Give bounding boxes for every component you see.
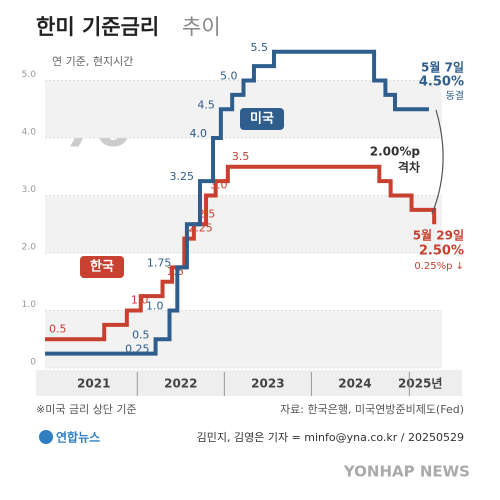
legend-label: 미국 <box>250 111 274 127</box>
y-tick-label: 2.0 <box>22 243 37 253</box>
value-label: 0.25 <box>125 343 150 356</box>
value-label: 0.5 <box>49 322 67 335</box>
value-label: 3.5 <box>232 150 250 163</box>
note: 연 기준, 현지시간 <box>52 55 133 68</box>
annotation: 2.50% <box>419 244 464 259</box>
grid-band <box>45 195 442 253</box>
x-tick-label: 2021 <box>77 377 110 391</box>
chart-title: 한미 기준금리 <box>36 15 159 39</box>
annotation: 5월 7일 <box>421 60 464 75</box>
logo-mark <box>39 430 53 444</box>
x-tick-label: 2022 <box>164 377 197 391</box>
value-label: 0.5 <box>132 328 150 341</box>
series-line <box>45 49 429 356</box>
x-tick-label: 2023 <box>251 377 284 391</box>
annotation: 0.25%p ↓ <box>414 261 464 272</box>
y-tick-label: 4.0 <box>22 128 37 138</box>
gap-bracket <box>431 109 444 215</box>
y-tick-label: 3.0 <box>22 185 37 195</box>
legend-box <box>80 256 124 278</box>
value-label: 1.0 <box>131 294 149 307</box>
annotation: 4.50% <box>419 75 464 90</box>
annotation: 동결 <box>446 90 464 102</box>
chart-title-suffix: 추이 <box>182 15 221 39</box>
value-label: 5.5 <box>250 41 268 54</box>
x-axis-band <box>36 370 462 396</box>
source: 자료: 한국은행, 미국연방준비제도(Fed) <box>280 403 464 416</box>
annotation: 5월 29일 <box>413 228 464 243</box>
footnote: ※미국 금리 상단 기준 <box>36 403 137 416</box>
value-label: 4.0 <box>190 127 208 140</box>
value-label: 4.5 <box>197 98 215 111</box>
value-label: 1.75 <box>147 256 172 269</box>
grid-band <box>45 310 442 368</box>
annotation: 2.00%p <box>370 145 421 159</box>
legend-label: 한국 <box>90 259 114 275</box>
credit: 김민지, 김영은 기자 = minfo@yna.co.kr / 20250529 <box>197 431 464 444</box>
y-tick-label: 0 <box>30 358 36 368</box>
value-label: 3.25 <box>169 170 194 183</box>
annotation: 격차 <box>398 160 420 175</box>
y-tick-label: 1.0 <box>22 300 37 310</box>
watermark: YONHAP NEWS <box>343 463 470 481</box>
legend-box <box>240 108 284 130</box>
y-tick-label: 5.0 <box>22 70 37 80</box>
x-tick-label: 2025년 <box>398 377 442 391</box>
value-label: 2.5 <box>198 207 216 220</box>
value-label: 1.0 <box>146 300 164 313</box>
logo: 연합뉴스 <box>56 430 100 445</box>
x-tick-label: 2024 <box>338 377 371 391</box>
value-label: 5.0 <box>220 70 238 83</box>
